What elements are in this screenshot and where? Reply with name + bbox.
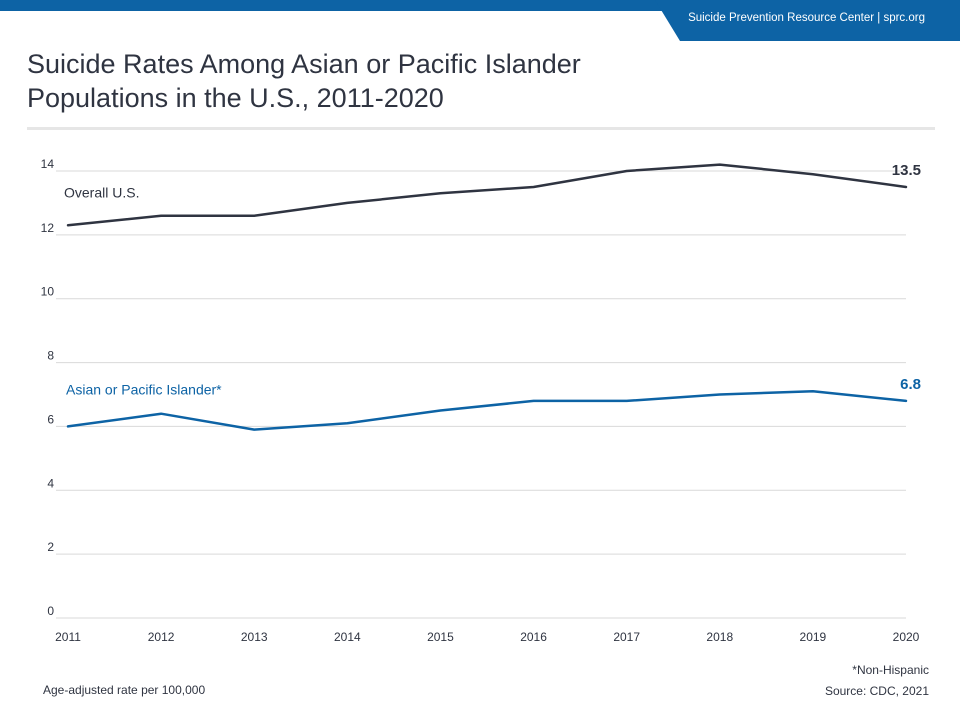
x-tick-label: 2020 <box>893 630 920 644</box>
x-tick-label: 2018 <box>706 630 733 644</box>
top-accent-bar <box>0 0 960 11</box>
x-tick-label: 2013 <box>241 630 268 644</box>
y-tick-label: 6 <box>47 412 54 426</box>
gridlines <box>56 170 906 619</box>
series-labels: Overall U.S. 13.5 Asian or Pacific Islande… <box>64 162 921 397</box>
series-line <box>66 390 908 431</box>
x-tick-label: 2012 <box>148 630 175 644</box>
y-tick-label: 12 <box>41 221 55 235</box>
title-divider <box>27 127 935 130</box>
series-line <box>66 163 908 227</box>
y-axis-unit-note: Age-adjusted rate per 100,000 <box>43 683 206 697</box>
brand-text[interactable]: Suicide Prevention Resource Center | spr… <box>688 12 925 24</box>
y-tick-label: 10 <box>41 285 55 299</box>
y-tick-label: 14 <box>41 157 55 171</box>
x-tick-label: 2017 <box>613 630 640 644</box>
chart-title: Suicide Rates Among Asian or Pacific Isl… <box>27 47 727 115</box>
series-name-label: Asian or Pacific Islander* <box>66 381 222 397</box>
chart-title-line-1: Suicide Rates Among Asian or Pacific Isl… <box>27 49 581 79</box>
chart-title-line-2: Populations in the U.S., 2011-2020 <box>27 83 444 113</box>
series-lines <box>66 163 908 431</box>
footnote: *Non-Hispanic <box>852 663 929 677</box>
end-value-label: 6.8 <box>900 376 921 393</box>
y-tick-label: 4 <box>47 476 54 490</box>
x-tick-label: 2019 <box>800 630 827 644</box>
y-tick-label: 8 <box>47 349 54 363</box>
x-tick-label: 2011 <box>55 630 81 644</box>
source-note: Source: CDC, 2021 <box>824 684 929 698</box>
brand-banner <box>655 0 960 41</box>
y-axis-ticks: 0 2 4 6 8 10 12 14 <box>41 157 55 618</box>
y-tick-label: 2 <box>47 540 54 554</box>
end-value-label: 13.5 <box>892 162 921 179</box>
x-tick-label: 2015 <box>427 630 454 644</box>
x-axis-ticks: 2011 2012 2013 2014 2015 2016 2017 2018 2019 2020 <box>55 630 920 644</box>
y-tick-label: 0 <box>47 604 54 618</box>
x-tick-label: 2016 <box>520 630 547 644</box>
x-tick-label: 2014 <box>334 630 361 644</box>
series-name-label: Overall U.S. <box>64 184 139 200</box>
